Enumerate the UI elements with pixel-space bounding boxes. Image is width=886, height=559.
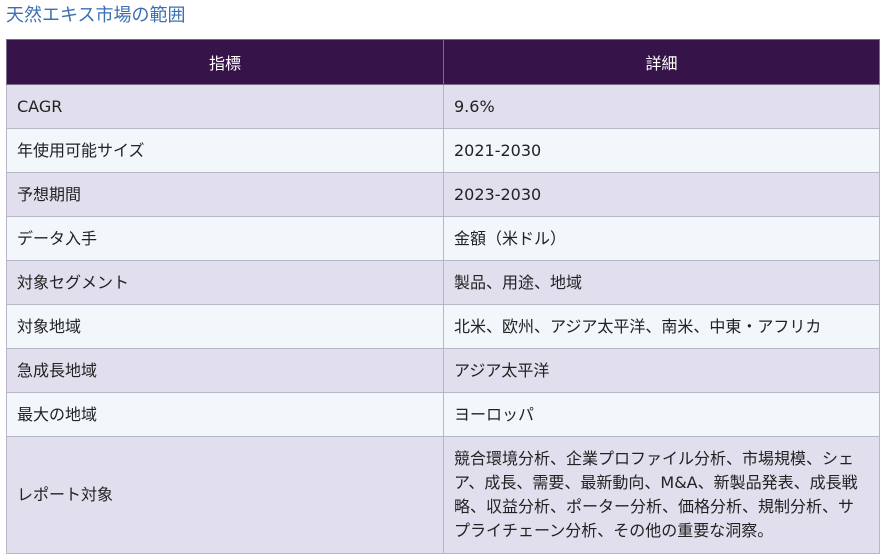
table-row: データ入手 金額（米ドル） [6, 216, 880, 261]
table-header-row: 指標 詳細 [6, 39, 880, 85]
table-row: 対象セグメント 製品、用途、地域 [6, 260, 880, 305]
metric-cell: 最大の地域 [6, 392, 444, 437]
detail-cell: 金額（米ドル） [443, 216, 880, 261]
table-row: 対象地域 北米、欧州、アジア太平洋、南米、中東・アフリカ [6, 304, 880, 349]
metric-cell: CAGR [6, 84, 444, 129]
market-scope-table: 指標 詳細 CAGR 9.6% 年使用可能サイズ 2021-2030 予想期間 … [6, 39, 880, 554]
table-row: 最大の地域 ヨーロッパ [6, 392, 880, 437]
metric-cell: 対象セグメント [6, 260, 444, 305]
metric-cell: 年使用可能サイズ [6, 128, 444, 173]
table-row: 急成長地域 アジア太平洋 [6, 348, 880, 393]
table-row: 予想期間 2023-2030 [6, 172, 880, 217]
detail-cell: 北米、欧州、アジア太平洋、南米、中東・アフリカ [443, 304, 880, 349]
detail-cell: 9.6% [443, 84, 880, 129]
detail-cell: 2021-2030 [443, 128, 880, 173]
table-row: レポート対象 競合環境分析、企業プロファイル分析、市場規模、シェア、成長、需要、… [6, 436, 880, 554]
detail-cell: 競合環境分析、企業プロファイル分析、市場規模、シェア、成長、需要、最新動向、M&… [443, 436, 880, 554]
header-metric: 指標 [6, 39, 444, 85]
header-detail: 詳細 [443, 39, 880, 85]
page-title: 天然エキス市場の範囲 [6, 5, 186, 26]
metric-cell: 予想期間 [6, 172, 444, 217]
detail-cell: 2023-2030 [443, 172, 880, 217]
detail-cell: 製品、用途、地域 [443, 260, 880, 305]
metric-cell: 急成長地域 [6, 348, 444, 393]
table-row: CAGR 9.6% [6, 84, 880, 129]
table-row: 年使用可能サイズ 2021-2030 [6, 128, 880, 173]
detail-cell: アジア太平洋 [443, 348, 880, 393]
metric-cell: データ入手 [6, 216, 444, 261]
metric-cell: レポート対象 [6, 436, 444, 554]
detail-cell: ヨーロッパ [443, 392, 880, 437]
metric-cell: 対象地域 [6, 304, 444, 349]
